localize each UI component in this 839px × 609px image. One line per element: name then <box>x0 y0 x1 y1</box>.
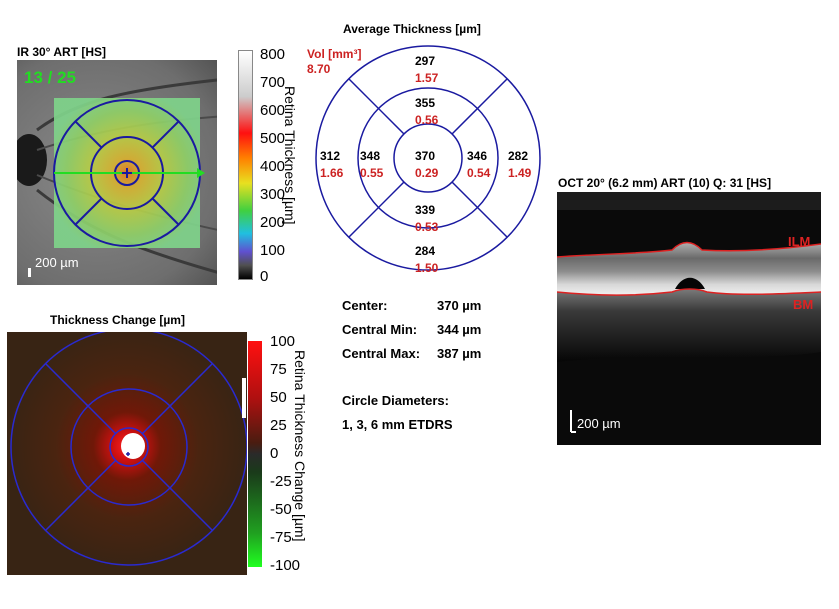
tick-400: 400 <box>260 158 286 175</box>
tick-300: 300 <box>260 186 286 203</box>
change-panel-title: Thickness Change [µm] <box>50 313 185 327</box>
change-tick-75: 75 <box>270 361 287 378</box>
ilm-label: ILM <box>788 234 811 249</box>
ir-panel-title: IR 30° ART [HS] <box>17 45 107 59</box>
center-stat-label: Center: <box>342 298 388 313</box>
inner-superior-thickness: 355 <box>415 96 436 110</box>
thickness-colorbar-label: Retina Thickness [µm] <box>282 86 298 225</box>
vol-total: 8.70 <box>307 62 331 76</box>
outer-superior-volume: 1.57 <box>415 71 439 85</box>
inner-right-volume: 0.54 <box>467 166 491 180</box>
change-tick-neg50: -50 <box>270 501 292 518</box>
tick-800: 800 <box>260 46 286 63</box>
tick-0: 0 <box>260 268 269 285</box>
outer-right-volume: 1.49 <box>508 166 532 180</box>
outer-superior-thickness: 297 <box>415 54 436 68</box>
vol-label: Vol [mm³] <box>307 47 362 61</box>
outer-left-thickness: 312 <box>320 149 341 163</box>
ir-fundus-image[interactable] <box>17 60 247 285</box>
thickness-colorbar-ticks: 800 700 600 500 400 300 200 100 0 <box>256 46 296 286</box>
tick-600: 600 <box>260 102 286 119</box>
outer-inferior-volume: 1.50 <box>415 261 439 275</box>
ir-scale-bar <box>28 268 31 277</box>
outer-left-volume: 1.66 <box>320 166 344 180</box>
circle-diameters-title: Circle Diameters: <box>342 393 449 408</box>
central-min-label: Central Min: <box>342 322 418 337</box>
change-tick-100: 100 <box>270 333 296 350</box>
tick-500: 500 <box>260 130 286 147</box>
inner-superior-volume: 0.56 <box>415 113 439 127</box>
center-thickness: 370 <box>415 149 436 163</box>
central-min-value: 344 µm <box>437 322 482 337</box>
inner-inferior-volume: 0.53 <box>415 220 439 234</box>
central-max-label: Central Max: <box>342 346 421 361</box>
change-tick-neg25: -25 <box>270 473 292 490</box>
outer-right-thickness: 282 <box>508 149 529 163</box>
outer-inferior-thickness: 284 <box>415 244 436 258</box>
change-colorbar-gap <box>242 378 246 418</box>
ir-scale-label: 200 µm <box>35 255 79 270</box>
inner-right-thickness: 346 <box>467 149 488 163</box>
oct-scale-label: 200 µm <box>577 416 621 431</box>
change-tick-0: 0 <box>270 445 279 462</box>
center-stat-value: 370 µm <box>437 298 482 313</box>
frame-counter: 13 / 25 <box>24 68 76 87</box>
inner-inferior-thickness: 339 <box>415 203 436 217</box>
change-tick-neg75: -75 <box>270 529 292 546</box>
change-tick-25: 25 <box>270 417 287 434</box>
change-tick-50: 50 <box>270 389 287 406</box>
inner-left-thickness: 348 <box>360 149 381 163</box>
etdrs-grid <box>315 45 541 271</box>
thickness-colorbar <box>238 50 253 280</box>
etdrs-title: Average Thickness [µm] <box>343 22 481 36</box>
bm-label: BM <box>793 297 814 312</box>
change-tick-neg100: -100 <box>270 557 301 574</box>
change-colorbar-label: Retina Thickness Change [µm] <box>292 350 308 542</box>
tick-100: 100 <box>260 242 286 259</box>
center-volume: 0.29 <box>415 166 439 180</box>
change-colorbar-ticks: 100 75 50 25 0 -25 -50 -75 -100 <box>266 333 306 574</box>
oct-panel-title: OCT 20° (6.2 mm) ART (10) Q: 31 [HS] <box>558 176 772 190</box>
tick-200: 200 <box>260 214 286 231</box>
thickness-change-map[interactable] <box>7 332 247 575</box>
circle-diameters-value: 1, 3, 6 mm ETDRS <box>342 417 453 432</box>
tick-700: 700 <box>260 74 286 91</box>
change-colorbar <box>248 341 262 567</box>
inner-left-volume: 0.55 <box>360 166 384 180</box>
central-max-value: 387 µm <box>437 346 482 361</box>
oct-bscan-image[interactable] <box>557 192 821 445</box>
